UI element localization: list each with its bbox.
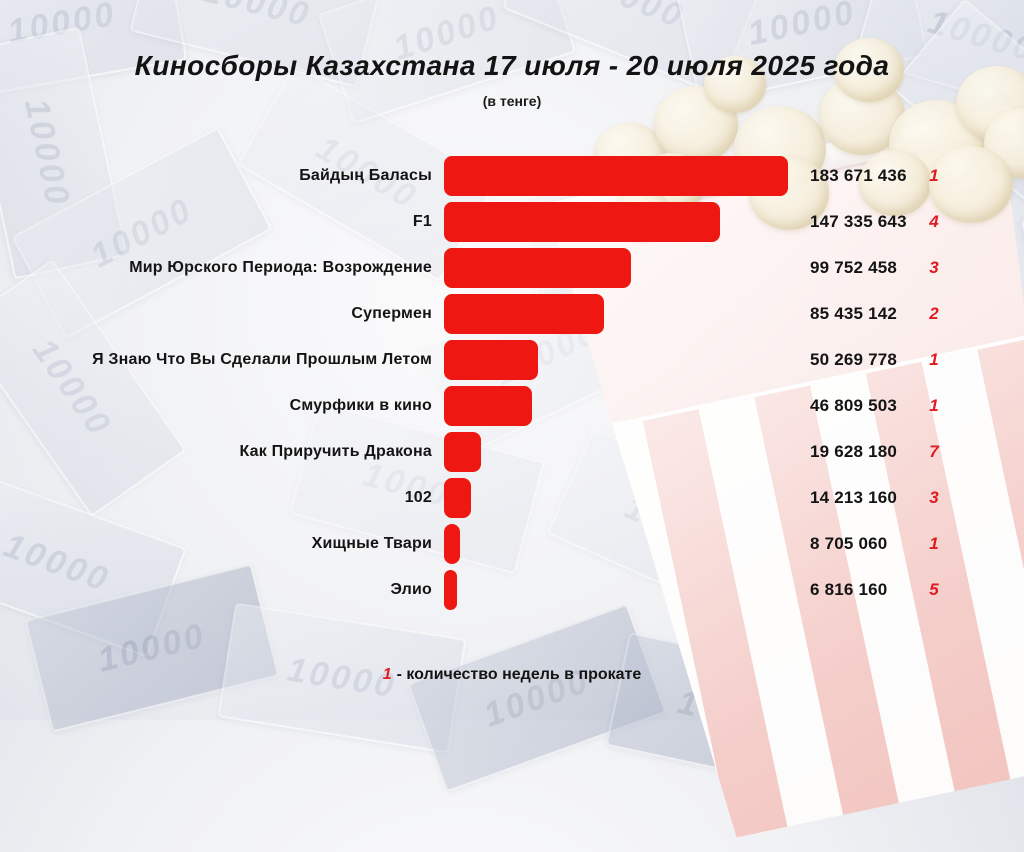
movie-title-label: Я Знаю Что Вы Сделали Прошлым Летом	[92, 351, 432, 368]
footnote: 1- количество недель в прокате	[0, 666, 1024, 684]
box-office-bar	[444, 386, 532, 426]
gross-amount: 14 213 160	[810, 488, 898, 507]
popcorn-kernel	[859, 150, 931, 217]
weeks-in-release: 1	[929, 166, 939, 185]
gross-amount: 147 335 643	[810, 212, 907, 231]
weeks-in-release: 3	[929, 258, 939, 277]
box-office-bar	[444, 524, 460, 564]
infographic-content: Киносборы Казахстана 17 июля - 20 июля 2…	[0, 50, 1024, 684]
box-office-bar-chart: Байдың Баласы 183 671 436 1 F1 147 335 643 4 М…	[0, 156, 1024, 616]
popcorn-kernel	[929, 146, 1013, 224]
weeks-in-release: 1	[929, 396, 939, 415]
movie-title-label: Супермен	[351, 305, 432, 322]
weeks-in-release: 7	[929, 442, 939, 461]
box-office-bar	[444, 570, 457, 610]
box-office-bar	[444, 248, 631, 288]
popcorn-kernel	[834, 38, 904, 103]
box-office-bar	[444, 294, 604, 334]
movie-title-label: Мир Юрского Периода: Возрождение	[129, 259, 432, 276]
weeks-in-release: 1	[929, 350, 939, 369]
box-office-bar	[444, 478, 471, 518]
gross-amount: 6 816 160	[810, 580, 888, 599]
chart-row: 102 14 213 160 3	[0, 478, 1024, 518]
movie-title-label: Смурфики в кино	[289, 397, 432, 414]
page-title: Киносборы Казахстана 17 июля - 20 июля 2…	[134, 50, 890, 81]
box-office-bar	[444, 432, 481, 472]
gross-amount: 46 809 503	[810, 396, 898, 415]
chart-row: Хищные Твари 8 705 060 1	[0, 524, 1024, 564]
movie-title-label: 102	[404, 489, 432, 506]
gross-amount: 19 628 180	[810, 442, 898, 461]
movie-title-label: Как Приручить Дракона	[239, 443, 432, 460]
chart-row: Мир Юрского Периода: Возрождение 99 752 4…	[0, 248, 1024, 288]
gross-amount: 85 435 142	[810, 304, 898, 323]
gross-amount: 50 269 778	[810, 350, 898, 369]
chart-row: Элио 6 816 160 5	[0, 570, 1024, 610]
weeks-in-release: 2	[929, 304, 939, 323]
chart-row: Я Знаю Что Вы Сделали Прошлым Летом 50 26…	[0, 340, 1024, 380]
chart-row: Супермен 85 435 142 2	[0, 294, 1024, 334]
chart-row: F1 147 335 643 4	[0, 202, 1024, 242]
weeks-in-release: 5	[929, 580, 939, 599]
box-office-bar	[444, 202, 720, 242]
page-subtitle: (в тенге)	[482, 93, 542, 109]
weeks-in-release: 4	[929, 212, 939, 231]
gross-amount: 8 705 060	[810, 534, 888, 553]
movie-title-label: Хищные Твари	[311, 535, 432, 552]
movie-title-label: F1	[412, 213, 432, 230]
gross-amount: 99 752 458	[810, 258, 898, 277]
movie-title-label: Байдың Баласы	[299, 167, 432, 184]
movie-title-label: Элио	[390, 581, 432, 598]
chart-row: Байдың Баласы 183 671 436 1	[0, 156, 1024, 196]
weeks-in-release: 3	[929, 488, 939, 507]
box-office-bar	[444, 156, 788, 196]
box-office-bar	[444, 340, 538, 380]
chart-row: Как Приручить Дракона 19 628 180 7	[0, 432, 1024, 472]
chart-row: Смурфики в кино 46 809 503 1	[0, 386, 1024, 426]
weeks-in-release: 1	[929, 534, 939, 553]
footnote-week-marker: 1	[382, 666, 392, 683]
footnote-text: - количество недель в прокате	[396, 666, 642, 683]
gross-amount: 183 671 436	[810, 166, 907, 185]
popcorn-kernel	[704, 56, 766, 114]
